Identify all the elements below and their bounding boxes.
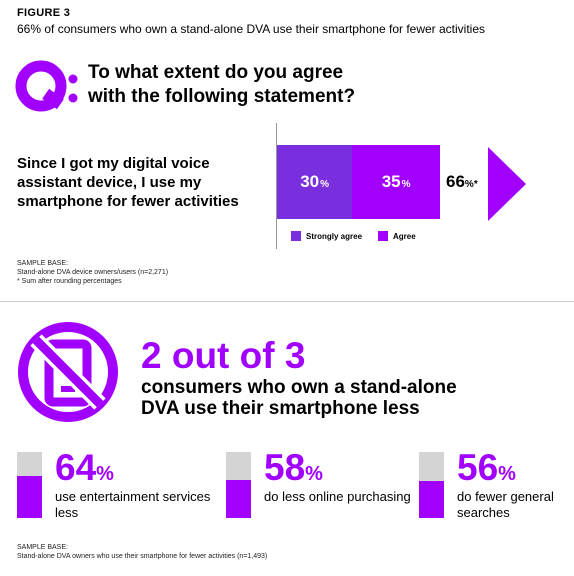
- bar-label-strongly-agree: 30: [300, 172, 320, 191]
- stat-bar-track: [419, 452, 444, 518]
- legend-item-agree: Agree: [378, 231, 416, 241]
- legend-label-agree: Agree: [393, 231, 416, 241]
- headline-line-1: consumers who own a stand-alone: [141, 377, 457, 398]
- legend-swatch-strongly-agree: [291, 231, 301, 241]
- note-base: Stand-alone DVA device owners/users (n=2…: [17, 269, 169, 276]
- stat-value: 58: [264, 447, 306, 488]
- bar-segment-strongly-agree: 30%: [277, 145, 353, 219]
- pct-sign: %: [401, 178, 411, 190]
- question-text: To what extent do you agree with the fol…: [88, 61, 355, 109]
- stat-description: use entertainment services less: [55, 489, 211, 520]
- note-base: Stand-alone DVA owners who use their sma…: [17, 553, 268, 560]
- note-heading: SAMPLE BASE:: [17, 544, 68, 551]
- section-divider: [0, 301, 574, 302]
- legend-swatch-agree: [378, 231, 389, 241]
- total-label: 66%*: [446, 172, 478, 192]
- question-line-2: with the following statement?: [88, 86, 356, 107]
- stacked-bar: 30% 35%: [277, 145, 440, 219]
- bar-segment-agree: 35%: [352, 145, 440, 219]
- legend-label-strongly-agree: Strongly agree: [306, 231, 363, 241]
- stat-value: 56: [457, 447, 499, 488]
- figure-subtitle: 66% of consumers who own a stand-alone D…: [17, 22, 486, 36]
- stat-bar-track: [226, 452, 251, 518]
- question-line-1: To what extent do you agree: [88, 62, 344, 83]
- stat-description: do fewer general searches: [457, 489, 554, 520]
- pct-sign: %: [305, 463, 323, 485]
- phone-prohibited-icon: [18, 322, 118, 422]
- note-footnote: * Sum after rounding percentages: [17, 278, 122, 285]
- stat-value: 64: [55, 447, 97, 488]
- stat-description: do less online purchasing: [264, 489, 411, 504]
- stat-number: 58%: [264, 448, 323, 494]
- legend-item-strongly-agree: Strongly agree: [291, 231, 362, 241]
- bar-label-agree: 35: [381, 172, 401, 191]
- headline-description: consumers who own a stand-alone DVA use …: [141, 377, 541, 419]
- statement-text: Since I got my digital voice assistant d…: [17, 155, 239, 210]
- stat-bar-fill: [226, 479, 251, 518]
- q-logo-icon: [15, 60, 78, 112]
- sample-base-note-1: SAMPLE BASE: Stand-alone DVA device owne…: [17, 259, 168, 286]
- arrow-right-icon: [488, 147, 526, 221]
- sample-base-note-2: SAMPLE BASE: Stand-alone DVA owners who …: [17, 543, 267, 561]
- stat-bar-fill: [419, 481, 444, 518]
- bar-axis-line: [276, 123, 277, 249]
- stat-bar-track: [17, 452, 42, 518]
- note-heading: SAMPLE BASE:: [17, 260, 68, 267]
- pct-sign: %: [498, 463, 516, 485]
- total-value: 66: [446, 172, 465, 191]
- total-suffix: %*: [464, 179, 478, 190]
- figure-label: FIGURE 3: [17, 7, 71, 19]
- pct-sign: %: [320, 178, 330, 190]
- stat-bar-fill: [17, 475, 42, 518]
- stat-number: 56%: [457, 448, 516, 494]
- legend: Strongly agree Agree: [291, 231, 416, 241]
- headline-line-2: DVA use their smartphone less: [141, 398, 420, 419]
- pct-sign: %: [96, 463, 114, 485]
- stat-number: 64%: [55, 448, 114, 494]
- headline-number: 2 out of 3: [141, 335, 306, 376]
